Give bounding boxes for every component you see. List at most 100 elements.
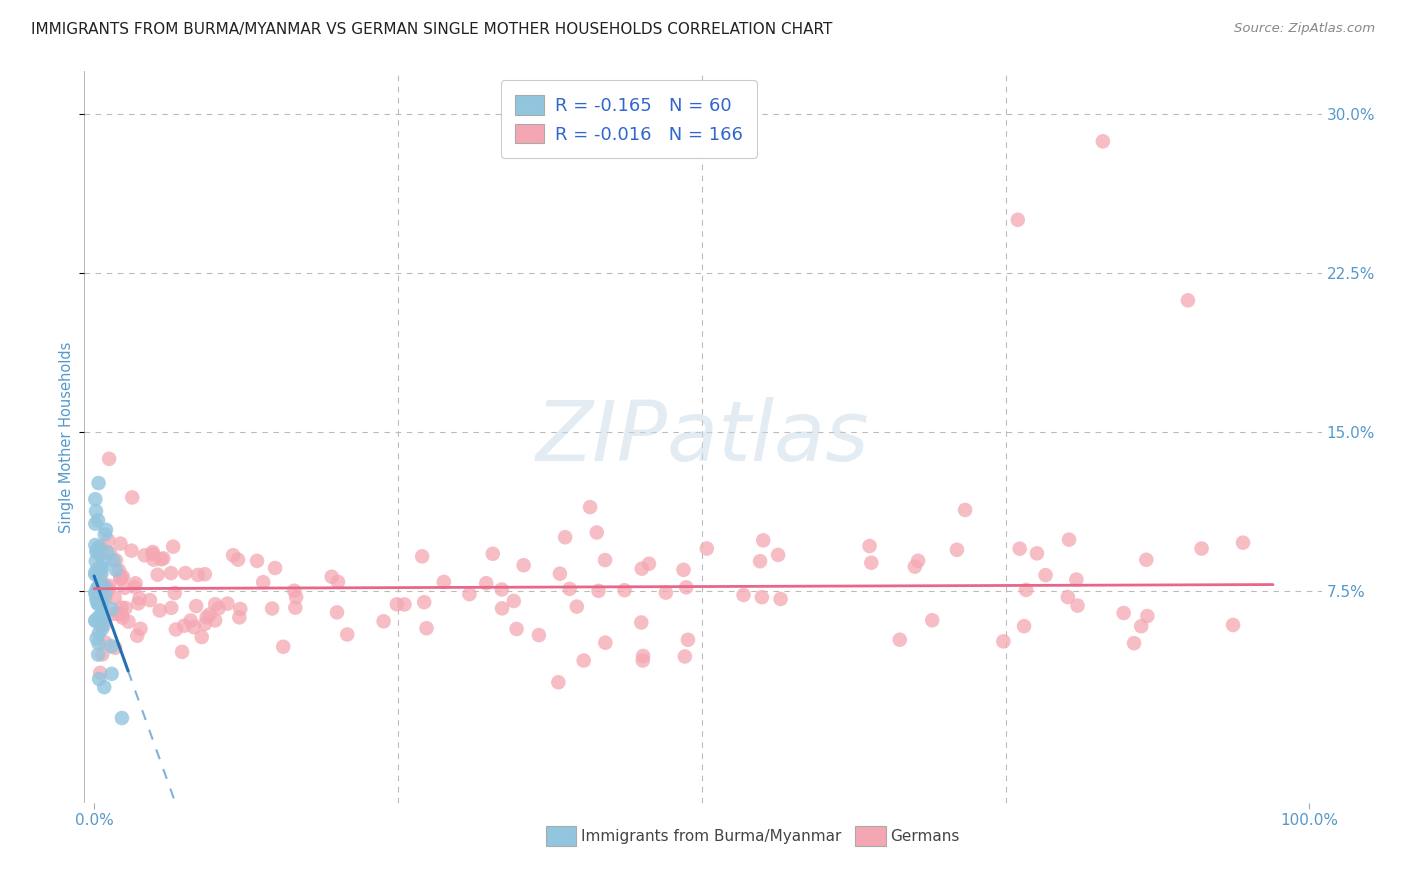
Point [124, 576, 146, 591]
Point [194, 567, 217, 582]
Point [100, 639, 122, 653]
Point [752, 533, 775, 548]
Point [673, 649, 696, 664]
Point [613, 583, 636, 598]
Legend: R = -0.165   N = 60, R = -0.016   N = 166: R = -0.165 N = 60, R = -0.016 N = 166 [501, 80, 756, 158]
Point [86, 592, 108, 607]
Point [505, 622, 527, 636]
Point [86, 545, 108, 559]
Point [163, 586, 186, 600]
Point [222, 548, 245, 562]
Point [672, 563, 695, 577]
Point [89, 560, 111, 574]
Point [579, 500, 602, 514]
Point [139, 593, 162, 607]
Point [411, 549, 433, 564]
Point [87, 513, 110, 527]
Point [749, 554, 772, 568]
Point [104, 591, 127, 605]
Y-axis label: Single Mother Households: Single Mother Households [59, 342, 73, 533]
Point [84, 585, 107, 599]
Point [921, 613, 943, 627]
Point [458, 587, 481, 601]
Point [1012, 619, 1035, 633]
Point [87, 587, 110, 601]
Point [475, 576, 498, 591]
Point [1177, 293, 1199, 308]
Point [1035, 568, 1057, 582]
Point [89, 548, 111, 562]
Point [89, 561, 111, 575]
Point [1066, 599, 1088, 613]
Point [111, 711, 134, 725]
Point [87, 476, 110, 491]
Point [91, 561, 114, 575]
Point [165, 623, 187, 637]
Point [89, 587, 111, 601]
Point [1123, 636, 1146, 650]
Point [110, 570, 132, 584]
Point [558, 582, 581, 596]
Point [89, 665, 111, 680]
Point [1112, 606, 1135, 620]
Point [89, 595, 111, 609]
Point [415, 621, 437, 635]
Point [174, 566, 197, 580]
Point [675, 580, 697, 594]
Point [207, 601, 229, 615]
Point [86, 582, 108, 596]
Point [90, 541, 112, 555]
Point [1015, 582, 1038, 597]
Point [89, 672, 111, 686]
Point [860, 556, 883, 570]
Point [96, 581, 118, 595]
Point [187, 568, 209, 582]
Point [114, 581, 136, 595]
Point [89, 610, 111, 624]
Point [114, 601, 136, 615]
Point [142, 545, 165, 559]
Point [229, 602, 252, 616]
Point [593, 553, 616, 567]
Point [326, 606, 349, 620]
Point [502, 594, 524, 608]
Point [1135, 553, 1157, 567]
Point [1057, 533, 1080, 547]
Point [87, 540, 110, 554]
Point [1057, 590, 1080, 604]
Text: Source: ZipAtlas.com: Source: ZipAtlas.com [1234, 22, 1375, 36]
Point [217, 597, 239, 611]
Point [87, 582, 110, 596]
Point [186, 599, 208, 613]
Point [676, 632, 699, 647]
Point [98, 579, 121, 593]
Point [97, 582, 120, 597]
Point [86, 588, 108, 602]
Point [170, 645, 193, 659]
Point [111, 569, 134, 583]
Point [84, 613, 107, 627]
Point [204, 613, 226, 627]
Point [433, 574, 456, 589]
Point [146, 567, 169, 582]
Point [630, 562, 652, 576]
Point [107, 607, 129, 621]
Point [149, 603, 172, 617]
Point [142, 547, 165, 561]
Point [93, 618, 115, 632]
Point [373, 615, 395, 629]
Point [84, 567, 107, 582]
Point [527, 628, 550, 642]
Point [385, 598, 408, 612]
Point [87, 596, 110, 610]
Point [121, 491, 143, 505]
Point [89, 593, 111, 607]
Point [946, 542, 969, 557]
Point [321, 570, 343, 584]
Point [128, 591, 150, 606]
Point [1222, 618, 1244, 632]
Point [93, 609, 115, 624]
Point [86, 597, 108, 611]
Point [491, 601, 513, 615]
Point [226, 552, 249, 566]
